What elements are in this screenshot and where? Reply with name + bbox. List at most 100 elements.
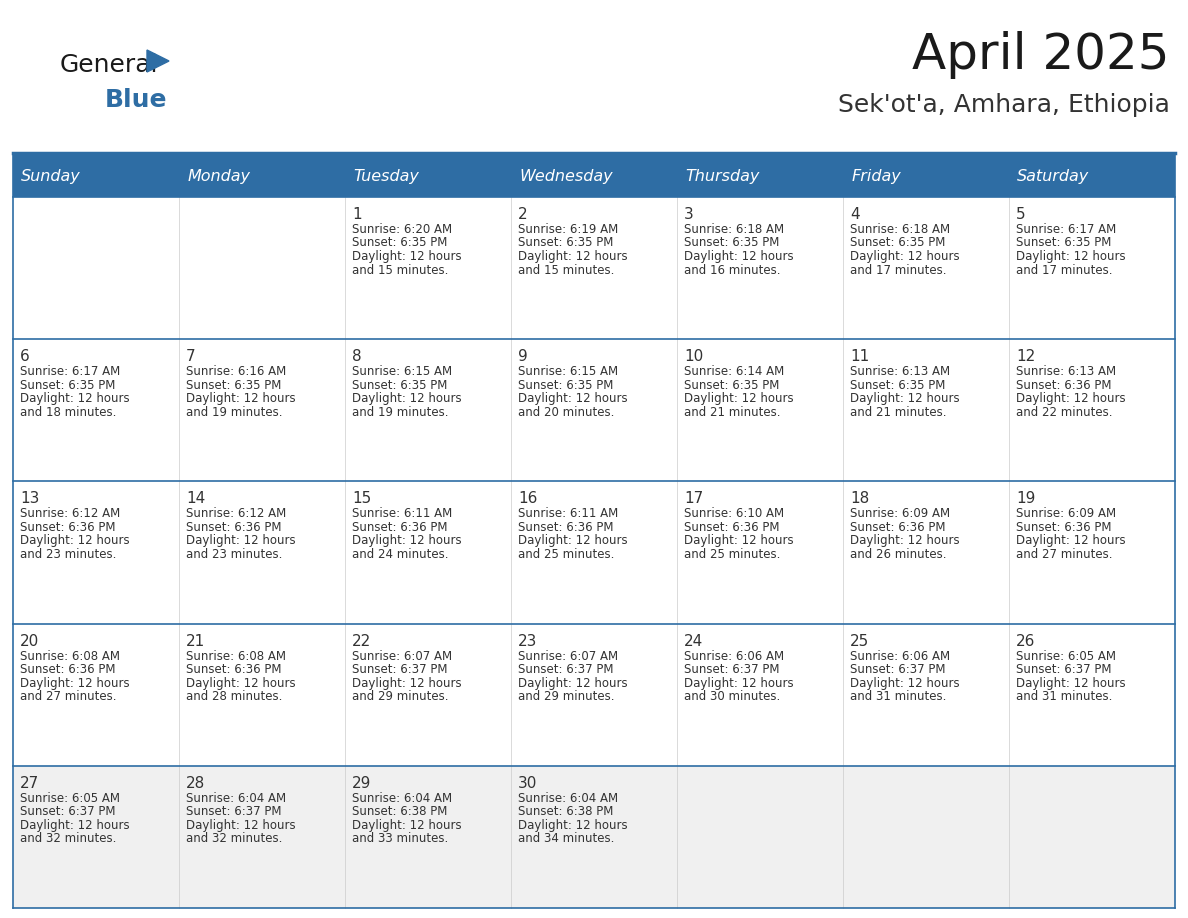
Text: and 22 minutes.: and 22 minutes. <box>1016 406 1112 419</box>
Text: 11: 11 <box>849 349 870 364</box>
Text: and 17 minutes.: and 17 minutes. <box>1016 263 1112 276</box>
Text: Daylight: 12 hours: Daylight: 12 hours <box>684 250 794 263</box>
Text: April 2025: April 2025 <box>912 31 1170 79</box>
Text: 13: 13 <box>20 491 39 507</box>
Text: Sunrise: 6:04 AM: Sunrise: 6:04 AM <box>187 792 286 805</box>
Text: 29: 29 <box>352 776 372 790</box>
Text: and 25 minutes.: and 25 minutes. <box>684 548 781 561</box>
Text: 17: 17 <box>684 491 703 507</box>
Text: 30: 30 <box>518 776 537 790</box>
Text: and 23 minutes.: and 23 minutes. <box>187 548 283 561</box>
Text: Tuesday: Tuesday <box>353 169 419 184</box>
Text: Sunset: 6:37 PM: Sunset: 6:37 PM <box>849 663 946 676</box>
Text: and 30 minutes.: and 30 minutes. <box>684 690 781 703</box>
Text: and 15 minutes.: and 15 minutes. <box>518 263 614 276</box>
Text: and 24 minutes.: and 24 minutes. <box>352 548 449 561</box>
Text: Sunrise: 6:05 AM: Sunrise: 6:05 AM <box>1016 650 1116 663</box>
Text: 2: 2 <box>518 207 527 222</box>
Text: Daylight: 12 hours: Daylight: 12 hours <box>187 677 296 689</box>
Text: Sunset: 6:35 PM: Sunset: 6:35 PM <box>849 237 946 250</box>
Text: Sunset: 6:36 PM: Sunset: 6:36 PM <box>187 663 282 676</box>
Text: Daylight: 12 hours: Daylight: 12 hours <box>352 250 462 263</box>
Text: 9: 9 <box>518 349 527 364</box>
Text: Daylight: 12 hours: Daylight: 12 hours <box>187 534 296 547</box>
Bar <box>13 197 1175 339</box>
Text: and 27 minutes.: and 27 minutes. <box>20 690 116 703</box>
Text: Daylight: 12 hours: Daylight: 12 hours <box>849 392 960 405</box>
Text: Wednesday: Wednesday <box>519 169 613 184</box>
Text: Sunset: 6:36 PM: Sunset: 6:36 PM <box>1016 521 1112 534</box>
Text: Sunset: 6:35 PM: Sunset: 6:35 PM <box>1016 237 1112 250</box>
Text: 19: 19 <box>1016 491 1036 507</box>
Text: 26: 26 <box>1016 633 1036 649</box>
Text: Sunset: 6:37 PM: Sunset: 6:37 PM <box>352 663 448 676</box>
Text: Sunset: 6:36 PM: Sunset: 6:36 PM <box>684 521 779 534</box>
Text: Thursday: Thursday <box>685 169 759 184</box>
Text: Daylight: 12 hours: Daylight: 12 hours <box>849 250 960 263</box>
Text: and 31 minutes.: and 31 minutes. <box>1016 690 1112 703</box>
Text: Sunrise: 6:11 AM: Sunrise: 6:11 AM <box>352 508 453 521</box>
Text: 7: 7 <box>187 349 196 364</box>
Text: and 16 minutes.: and 16 minutes. <box>684 263 781 276</box>
Text: Sunrise: 6:09 AM: Sunrise: 6:09 AM <box>1016 508 1116 521</box>
Text: 6: 6 <box>20 349 30 364</box>
Text: and 26 minutes.: and 26 minutes. <box>849 548 947 561</box>
Bar <box>13 481 1175 623</box>
Text: Daylight: 12 hours: Daylight: 12 hours <box>849 677 960 689</box>
Text: Sunrise: 6:12 AM: Sunrise: 6:12 AM <box>187 508 286 521</box>
Text: Sunrise: 6:06 AM: Sunrise: 6:06 AM <box>849 650 950 663</box>
Text: Blue: Blue <box>105 88 168 112</box>
Text: and 27 minutes.: and 27 minutes. <box>1016 548 1112 561</box>
Text: Sunset: 6:35 PM: Sunset: 6:35 PM <box>518 379 613 392</box>
Text: Daylight: 12 hours: Daylight: 12 hours <box>20 819 129 832</box>
Text: Sunset: 6:37 PM: Sunset: 6:37 PM <box>518 663 613 676</box>
Bar <box>13 766 1175 908</box>
Text: Sunset: 6:37 PM: Sunset: 6:37 PM <box>684 663 779 676</box>
Text: Sunset: 6:37 PM: Sunset: 6:37 PM <box>187 805 282 818</box>
Text: Daylight: 12 hours: Daylight: 12 hours <box>187 819 296 832</box>
Text: Daylight: 12 hours: Daylight: 12 hours <box>20 392 129 405</box>
Text: 3: 3 <box>684 207 694 222</box>
Text: and 32 minutes.: and 32 minutes. <box>187 833 283 845</box>
Text: Sunset: 6:38 PM: Sunset: 6:38 PM <box>518 805 613 818</box>
Text: Sunrise: 6:18 AM: Sunrise: 6:18 AM <box>849 223 950 236</box>
Text: Sunrise: 6:09 AM: Sunrise: 6:09 AM <box>849 508 950 521</box>
Text: and 20 minutes.: and 20 minutes. <box>518 406 614 419</box>
Text: Sunrise: 6:11 AM: Sunrise: 6:11 AM <box>518 508 618 521</box>
Text: Sunrise: 6:08 AM: Sunrise: 6:08 AM <box>20 650 120 663</box>
Text: Daylight: 12 hours: Daylight: 12 hours <box>1016 392 1125 405</box>
Text: and 17 minutes.: and 17 minutes. <box>849 263 947 276</box>
Text: Sunrise: 6:10 AM: Sunrise: 6:10 AM <box>684 508 784 521</box>
Text: 5: 5 <box>1016 207 1025 222</box>
Text: and 21 minutes.: and 21 minutes. <box>684 406 781 419</box>
Bar <box>13 155 1175 197</box>
Text: 15: 15 <box>352 491 371 507</box>
Text: Daylight: 12 hours: Daylight: 12 hours <box>684 534 794 547</box>
Text: 18: 18 <box>849 491 870 507</box>
Text: Daylight: 12 hours: Daylight: 12 hours <box>518 392 627 405</box>
Text: and 25 minutes.: and 25 minutes. <box>518 548 614 561</box>
Text: Sunrise: 6:06 AM: Sunrise: 6:06 AM <box>684 650 784 663</box>
Text: Daylight: 12 hours: Daylight: 12 hours <box>684 677 794 689</box>
Text: Sunset: 6:35 PM: Sunset: 6:35 PM <box>849 379 946 392</box>
Text: 28: 28 <box>187 776 206 790</box>
Text: Daylight: 12 hours: Daylight: 12 hours <box>518 534 627 547</box>
Text: 20: 20 <box>20 633 39 649</box>
Bar <box>13 339 1175 481</box>
Text: Friday: Friday <box>852 169 901 184</box>
Text: Daylight: 12 hours: Daylight: 12 hours <box>518 819 627 832</box>
Text: Sunset: 6:35 PM: Sunset: 6:35 PM <box>187 379 282 392</box>
Text: Daylight: 12 hours: Daylight: 12 hours <box>187 392 296 405</box>
Text: Daylight: 12 hours: Daylight: 12 hours <box>20 534 129 547</box>
Text: Daylight: 12 hours: Daylight: 12 hours <box>352 819 462 832</box>
Text: Sunrise: 6:15 AM: Sunrise: 6:15 AM <box>352 365 453 378</box>
Text: and 34 minutes.: and 34 minutes. <box>518 833 614 845</box>
Text: 27: 27 <box>20 776 39 790</box>
Text: Sunset: 6:36 PM: Sunset: 6:36 PM <box>20 521 115 534</box>
Text: Daylight: 12 hours: Daylight: 12 hours <box>352 392 462 405</box>
Text: and 19 minutes.: and 19 minutes. <box>187 406 283 419</box>
Text: 16: 16 <box>518 491 537 507</box>
Text: Sunrise: 6:15 AM: Sunrise: 6:15 AM <box>518 365 618 378</box>
Text: Sunset: 6:35 PM: Sunset: 6:35 PM <box>20 379 115 392</box>
Text: 24: 24 <box>684 633 703 649</box>
